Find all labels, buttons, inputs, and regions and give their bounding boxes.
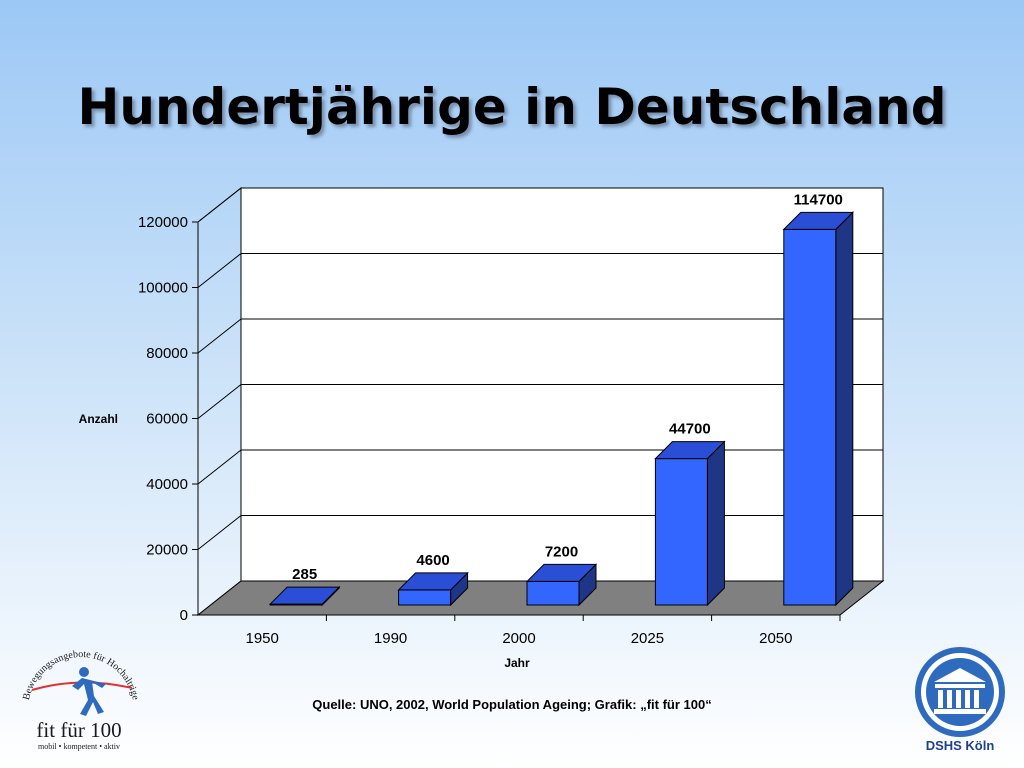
chart-back-wall [196,186,885,617]
dshs-koeln-logo: DSHS Köln [904,646,1016,758]
gridline-side [197,515,242,550]
data-label: 4600 [416,552,449,569]
source-note: Quelle: UNO, 2002, World Population Agei… [312,697,712,712]
bar-top [268,586,341,605]
slide-title: Hundertjährige in Deutschland [77,78,947,136]
bar-side [706,440,725,607]
x-tick-label: 2050 [759,630,792,647]
x-tick-label: 1950 [246,630,279,647]
data-label: 285 [292,566,317,583]
y-tick-label: 20000 [146,542,188,559]
chart-bars: 285 4600 7200 44700 114700 [268,191,855,607]
data-label: 114700 [794,191,843,208]
bar-front [398,589,452,606]
y-axis-label: Anzahl [79,412,118,426]
gridline-side [197,253,242,288]
bar-top [525,563,598,582]
gridline-side [197,384,242,419]
bar-1990: 4600 [397,552,469,607]
logo-name: fit für 100 [36,718,122,742]
logo-tagline: mobil • kompetent • aktiv [37,742,121,751]
fit-fuer-100-logo: Bewegungsangebote für Hochaltrige fit fü… [14,640,148,756]
bar-front [783,228,837,606]
bar-2025: 44700 [654,421,726,607]
x-tick-label: 2025 [631,630,664,647]
bar-front [654,458,708,606]
y-tick-label: 80000 [146,345,188,362]
x-tick-label: 2000 [502,630,535,647]
bar-side [835,211,854,607]
data-label: 44700 [669,421,711,438]
dshs-logo-name: DSHS Köln [925,738,995,753]
bar-2050: 114700 [782,191,855,607]
bar-top [654,441,726,460]
bar-2000: 7200 [525,543,598,607]
gridline-side [197,318,242,354]
y-tick-label: 60000 [146,411,188,428]
bar-top [782,211,855,230]
university-building-icon [915,647,1005,737]
walking-figure-icon: Bewegungsangebote für Hochaltrige [21,649,141,716]
x-axis-label: Jahr [504,656,530,670]
bar-top [397,572,469,591]
bar-front [526,580,580,606]
x-tick-label: 1990 [374,630,407,647]
data-label: 7200 [545,543,578,560]
y-tick-label: 100000 [138,280,188,297]
y-tick-label: 0 [180,607,188,624]
bar-1950: 285 [268,566,341,607]
chart-axes: 0 20000 40000 60000 80000 100000 120000 1950 199… [138,214,841,647]
gridline-side [197,187,242,223]
gridline-side [197,449,242,485]
y-tick-label: 40000 [146,476,188,493]
y-tick-label: 120000 [138,214,188,231]
